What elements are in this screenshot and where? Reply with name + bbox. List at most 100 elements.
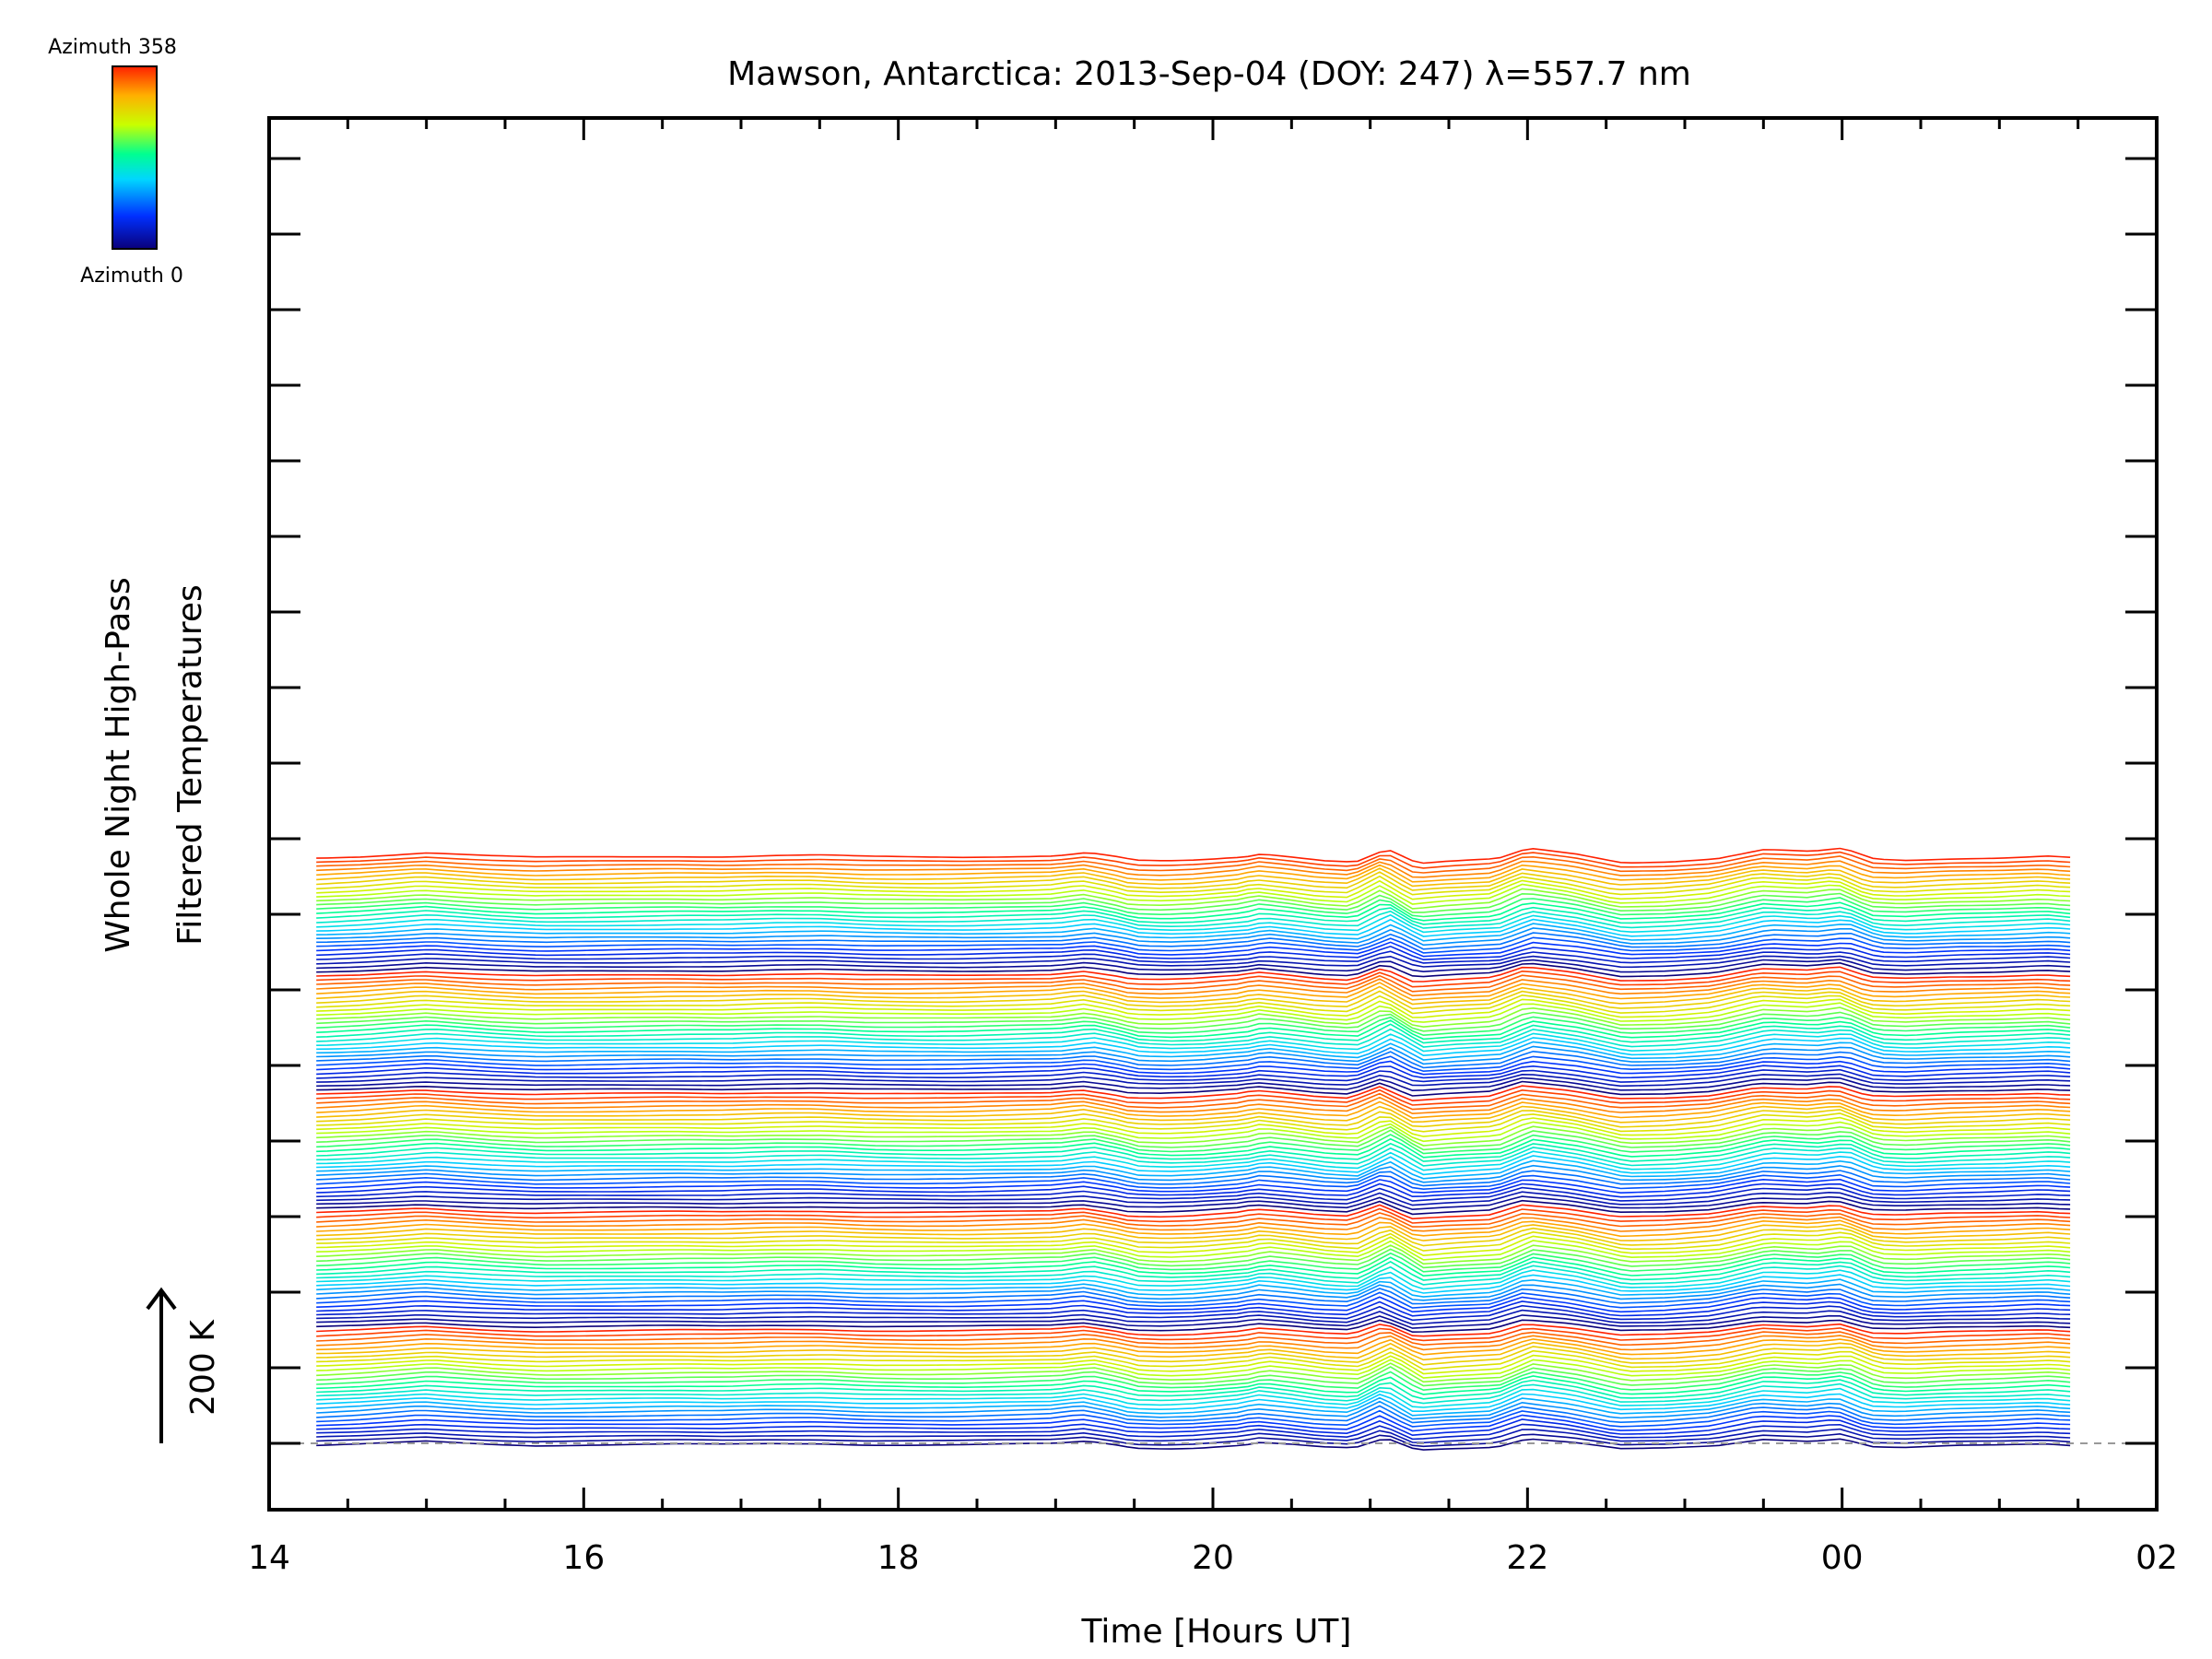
- trace-line-71: [316, 1134, 2071, 1155]
- trace-line-113: [316, 959, 2071, 973]
- trace-line-74: [316, 1121, 2071, 1143]
- x-tick-labels: 14 16 18 20 22 00 02: [248, 1539, 2178, 1577]
- trace-line-124: [316, 910, 2071, 929]
- colorbar-top-label: Azimuth 358: [48, 36, 177, 59]
- trace-line-8: [316, 1400, 2071, 1420]
- trace-line-84: [316, 1080, 2071, 1097]
- trace-line-44: [316, 1248, 2071, 1269]
- trace-line-21: [316, 1346, 2071, 1366]
- trace-line-125: [316, 906, 2071, 925]
- trace-line-78: [316, 1105, 2071, 1124]
- trace-line-86: [316, 1073, 2071, 1088]
- trace-line-90: [316, 1055, 2071, 1073]
- trace-line-52: [316, 1216, 2071, 1232]
- trace-line-139: [316, 847, 2071, 865]
- trace-line-47: [316, 1235, 2071, 1257]
- trace-line-68: [316, 1147, 2071, 1167]
- trace-line-24: [316, 1335, 2071, 1351]
- x-tick-label-4: 22: [1506, 1539, 1548, 1577]
- trace-line-65: [316, 1159, 2071, 1180]
- trace-line-13: [316, 1379, 2071, 1400]
- chart-title: Mawson, Antarctica: 2013-Sep-04 (DOY: 24…: [727, 55, 1691, 93]
- trace-line-91: [316, 1050, 2071, 1069]
- trace-line-102: [316, 1002, 2071, 1023]
- trace-line-37: [316, 1278, 2071, 1298]
- trace-line-82: [316, 1088, 2071, 1106]
- trace-line-70: [316, 1137, 2071, 1159]
- trace-line-5: [316, 1414, 2071, 1432]
- trace-line-95: [316, 1032, 2071, 1053]
- trace-line-56: [316, 1199, 2071, 1216]
- x-tick-label-6: 02: [2136, 1539, 2178, 1577]
- trace-line-17: [316, 1362, 2071, 1383]
- trace-line-26: [316, 1327, 2071, 1342]
- trace-line-38: [316, 1274, 2071, 1294]
- trace-line-0: [316, 1438, 2071, 1451]
- trace-line-134: [316, 867, 2071, 888]
- trace-line-98: [316, 1019, 2071, 1041]
- trace-line-30: [316, 1309, 2071, 1325]
- trace-line-89: [316, 1060, 2071, 1076]
- x-tick-label-5: 00: [1821, 1539, 1864, 1577]
- trace-line-107: [316, 982, 2071, 1001]
- trace-line-115: [316, 950, 2071, 964]
- scale-bar-arrowhead: [146, 1287, 177, 1311]
- trace-line-131: [316, 879, 2071, 900]
- trace-line-129: [316, 888, 2071, 910]
- trace-line-55: [316, 1204, 2071, 1220]
- trace-line-80: [316, 1096, 2071, 1115]
- trace-line-28: [316, 1319, 2071, 1334]
- trace-line-96: [316, 1028, 2071, 1048]
- trace-line-57: [316, 1195, 2071, 1211]
- trace-line-53: [316, 1212, 2071, 1228]
- trace-line-22: [316, 1341, 2071, 1361]
- trace-line-75: [316, 1116, 2071, 1137]
- trace-line-1: [316, 1432, 2071, 1448]
- trace-line-60: [316, 1182, 2071, 1198]
- trace-line-29: [316, 1314, 2071, 1329]
- trace-line-23: [316, 1338, 2071, 1356]
- trace-line-111: [316, 966, 2071, 982]
- trace-line-61: [316, 1178, 2071, 1194]
- trace-line-109: [316, 974, 2071, 993]
- trace-line-130: [316, 883, 2071, 905]
- y-axis-label-line2: Filtered Temperatures: [171, 584, 209, 946]
- trace-line-87: [316, 1068, 2071, 1083]
- trace-line-3: [316, 1423, 2071, 1441]
- trace-line-92: [316, 1045, 2071, 1065]
- trace-line-48: [316, 1230, 2071, 1252]
- trace-line-66: [316, 1155, 2071, 1176]
- trace-line-93: [316, 1041, 2071, 1061]
- trace-line-35: [316, 1288, 2071, 1305]
- trace-line-133: [316, 871, 2071, 891]
- trace-line-122: [316, 918, 2071, 937]
- scale-bar: 200 K: [146, 1287, 222, 1443]
- trace-line-46: [316, 1240, 2071, 1261]
- trace-line-77: [316, 1109, 2071, 1128]
- trace-line-39: [316, 1269, 2071, 1290]
- trace-line-11: [316, 1387, 2071, 1408]
- trace-line-85: [316, 1077, 2071, 1092]
- trace-line-100: [316, 1011, 2071, 1032]
- axis-ticks: [267, 118, 2159, 1510]
- trace-lines: [316, 847, 2071, 1451]
- trace-line-27: [316, 1323, 2071, 1337]
- colorbar-bottom-label: Azimuth 0: [80, 265, 183, 288]
- trace-line-36: [316, 1283, 2071, 1301]
- trace-line-43: [316, 1252, 2071, 1273]
- trace-line-121: [316, 923, 2071, 942]
- trace-line-2: [316, 1428, 2071, 1444]
- trace-line-62: [316, 1173, 2071, 1191]
- trace-line-118: [316, 936, 2071, 954]
- trace-line-126: [316, 901, 2071, 922]
- trace-line-49: [316, 1227, 2071, 1247]
- trace-line-104: [316, 994, 2071, 1015]
- colorbar-gradient: [112, 65, 158, 250]
- trace-line-34: [316, 1291, 2071, 1309]
- trace-line-119: [316, 932, 2071, 950]
- trace-line-14: [316, 1375, 2071, 1395]
- trace-line-135: [316, 864, 2071, 883]
- trace-line-103: [316, 998, 2071, 1018]
- trace-line-40: [316, 1265, 2071, 1286]
